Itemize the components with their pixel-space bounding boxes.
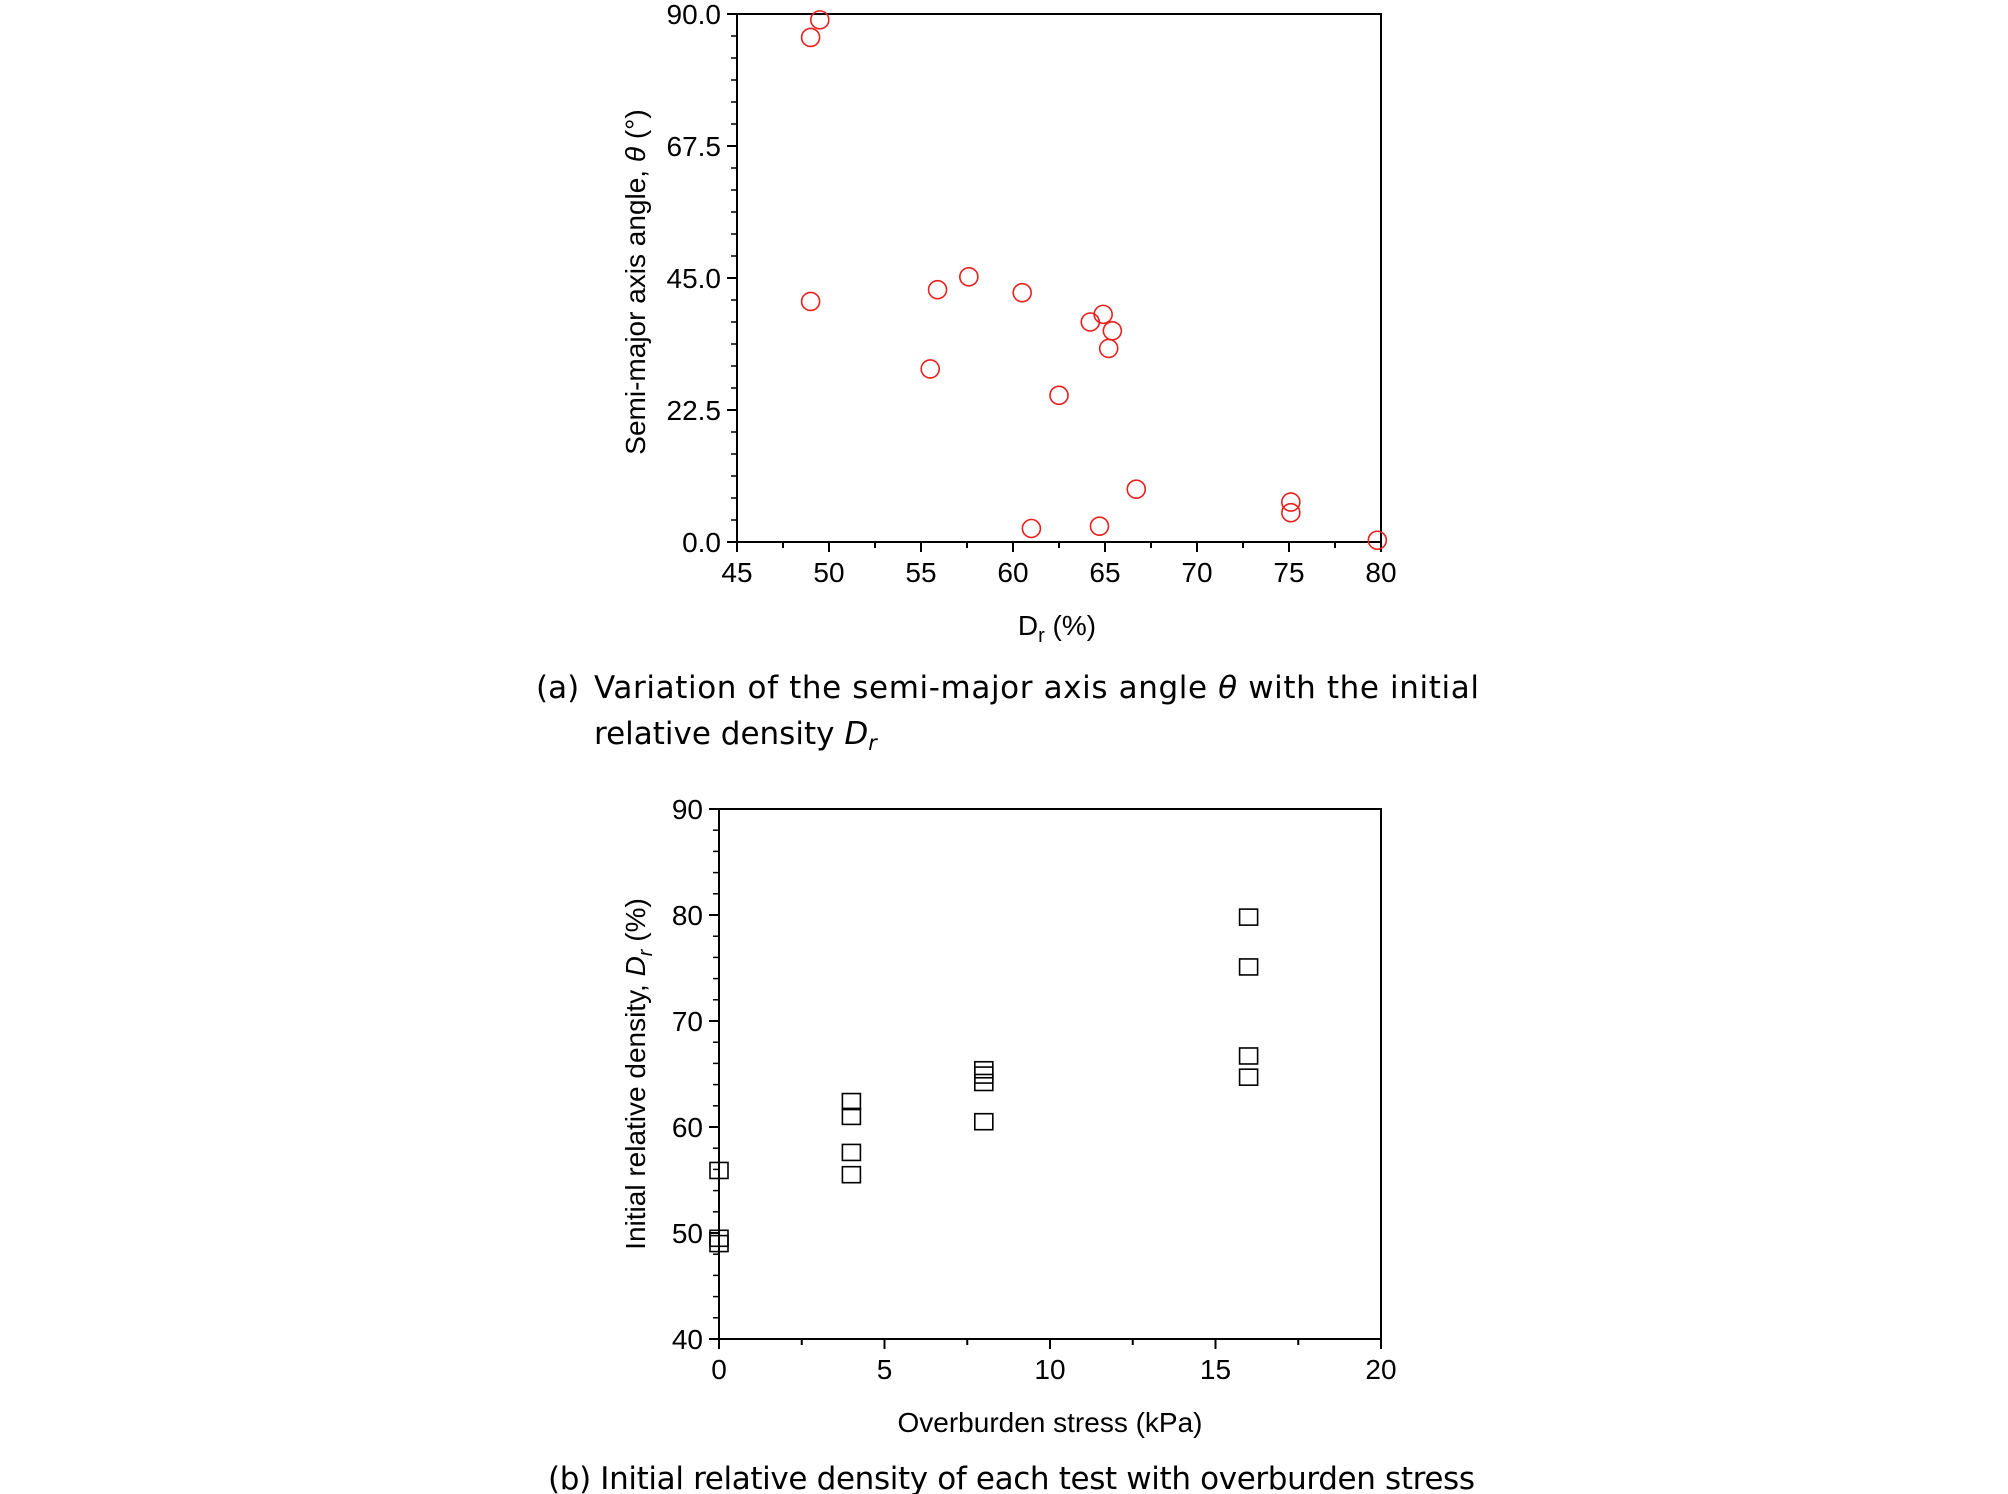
x-tick-label: 5 xyxy=(877,1354,893,1385)
chart-b-plot-frame xyxy=(718,808,1382,1340)
chart-b-y-ticks: 40 50 60 70 80 90 xyxy=(672,794,719,1355)
y-tick-label: 60 xyxy=(672,1112,703,1143)
data-point xyxy=(1238,1068,1259,1086)
data-point xyxy=(800,27,821,48)
caption-b: (b) Initial relative density of each tes… xyxy=(548,1461,1475,1494)
data-point xyxy=(1238,958,1259,976)
data-point xyxy=(841,1143,862,1162)
y-tick-label: 80 xyxy=(672,900,703,931)
chart-b-points xyxy=(709,908,1259,1253)
chart-a-plot-frame xyxy=(736,13,1382,543)
y-tick-label: 67.5 xyxy=(667,131,722,162)
y-tick-label: 0.0 xyxy=(682,527,721,558)
x-tick-label: 65 xyxy=(1089,557,1120,588)
x-tick-label: 80 xyxy=(1365,557,1396,588)
x-tick-label: 60 xyxy=(997,557,1028,588)
data-point xyxy=(1021,518,1042,539)
caption-a-line2: relative density Dr xyxy=(594,716,878,755)
x-tick-label: 55 xyxy=(905,557,936,588)
data-point xyxy=(841,1092,862,1111)
data-point xyxy=(1126,479,1147,500)
data-point xyxy=(973,1112,994,1131)
data-point xyxy=(1367,530,1388,551)
data-point xyxy=(1093,304,1113,325)
data-point xyxy=(1080,312,1101,332)
data-point xyxy=(1089,516,1110,536)
caption-a: (a) Variation of the semi-major axis ang… xyxy=(536,670,1479,755)
data-point xyxy=(920,359,941,379)
chart-a: 45 50 55 60 65 70 75 80 0.0 22.5 45.0 67.5 90.0 Dr … xyxy=(620,0,1397,647)
x-tick-label: 50 xyxy=(813,557,844,588)
data-point xyxy=(709,1161,729,1180)
chart-a-y-ticks: 0.0 22.5 45.0 67.5 90.0 xyxy=(667,0,737,558)
y-tick-label: 90 xyxy=(672,794,703,825)
y-tick-label: 40 xyxy=(672,1324,703,1355)
chart-a-points xyxy=(800,10,1388,551)
y-tick-label: 70 xyxy=(672,1006,703,1037)
caption-a-line1: Variation of the semi-major axis angle θ… xyxy=(594,670,1479,706)
x-tick-label: 20 xyxy=(1365,1354,1396,1385)
data-point xyxy=(1238,908,1259,926)
y-tick-label: 45.0 xyxy=(667,263,722,294)
chart-b-x-ticks: 0 5 10 15 20 xyxy=(711,1339,1397,1385)
data-point xyxy=(709,1234,729,1253)
chart-a-x-ticks: 45 50 55 60 65 70 75 80 xyxy=(721,542,1397,588)
chart-b-x-axis-title: Overburden stress (kPa) xyxy=(898,1407,1203,1438)
chart-b-y-axis-title: Initial relative density, Dr (%) xyxy=(620,898,657,1250)
y-tick-label: 90.0 xyxy=(667,0,722,30)
y-tick-label: 50 xyxy=(672,1218,703,1249)
chart-a-y-axis-title: Semi-major axis angle, θ (°) xyxy=(620,109,651,454)
data-point xyxy=(809,10,830,30)
x-tick-label: 15 xyxy=(1200,1354,1231,1385)
data-point xyxy=(973,1073,994,1092)
y-tick-label: 22.5 xyxy=(667,395,722,426)
chart-a-x-axis-title: Dr (%) xyxy=(1018,610,1096,647)
data-point xyxy=(1049,385,1069,406)
data-point xyxy=(1238,1047,1259,1065)
x-tick-label: 0 xyxy=(711,1354,727,1385)
x-tick-label: 70 xyxy=(1181,557,1212,588)
data-point xyxy=(973,1060,994,1079)
x-tick-label: 75 xyxy=(1273,557,1304,588)
data-point xyxy=(841,1107,862,1126)
data-point xyxy=(1102,320,1123,341)
data-point xyxy=(927,279,948,300)
chart-b: 0 5 10 15 20 40 50 60 70 80 90 Overburden stress … xyxy=(620,794,1397,1438)
caption-a-label: (a) xyxy=(536,670,579,706)
data-point xyxy=(1281,492,1301,512)
x-tick-label: 45 xyxy=(721,557,752,588)
data-point xyxy=(1281,502,1301,523)
data-point xyxy=(841,1165,862,1184)
data-point xyxy=(959,267,979,287)
data-point xyxy=(1012,282,1033,303)
data-point xyxy=(1098,338,1119,359)
data-point xyxy=(800,291,821,312)
x-tick-label: 10 xyxy=(1034,1354,1065,1385)
